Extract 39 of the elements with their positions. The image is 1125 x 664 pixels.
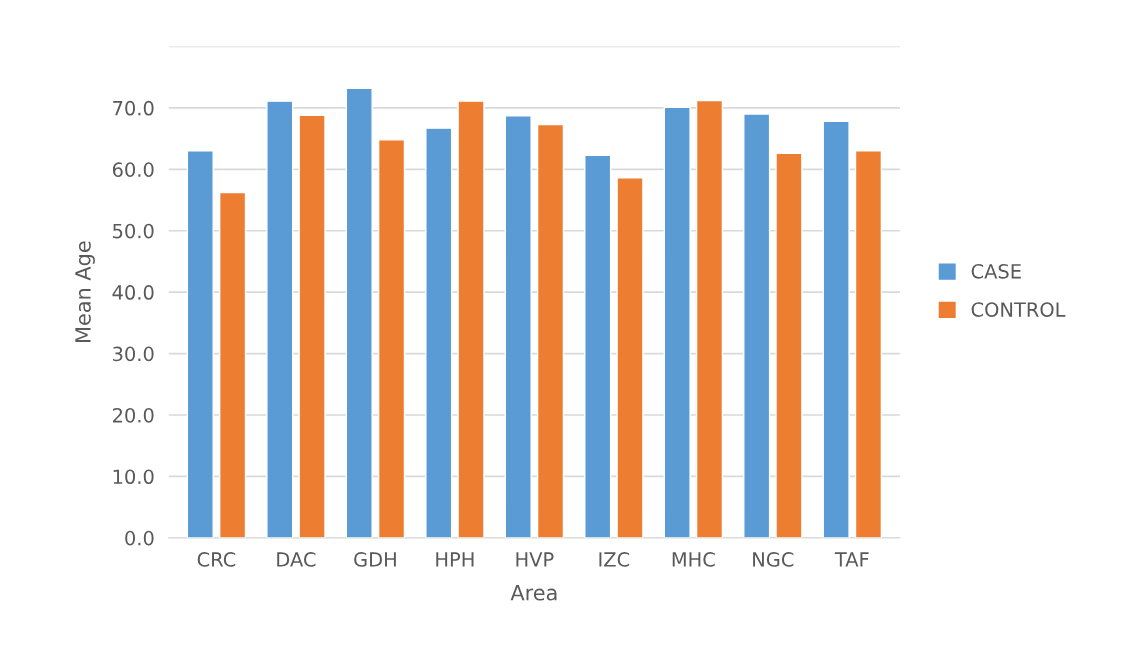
bar <box>663 106 691 538</box>
x-tick-label: GDH <box>354 552 396 567</box>
bar <box>377 139 406 538</box>
bar <box>218 191 247 538</box>
bar <box>457 100 485 538</box>
x-tick-label: TAF <box>834 552 869 567</box>
x-tick-label: DAC <box>277 552 316 567</box>
bar <box>616 177 644 538</box>
x-tick-label: IZC <box>599 552 630 567</box>
x-tick-label: CRC <box>197 552 236 567</box>
bar <box>536 123 565 538</box>
bar <box>695 99 724 538</box>
bar <box>822 120 850 538</box>
x-axis-title: Area <box>510 585 557 601</box>
bar <box>504 115 532 538</box>
legend-label: CONTROL <box>971 302 1066 317</box>
bar <box>186 150 214 538</box>
bar <box>425 127 453 538</box>
y-axis-title: Mean Age <box>75 241 95 342</box>
y-tick-label: 50.0 <box>113 223 154 239</box>
y-tick-label: 10.0 <box>113 469 154 485</box>
bar <box>298 114 326 538</box>
bar <box>266 100 294 538</box>
bar <box>584 154 612 538</box>
bar <box>854 150 883 538</box>
y-tick-label: 0.0 <box>125 530 154 546</box>
x-tick-label: HPH <box>436 552 474 567</box>
y-tick-label: 70.0 <box>113 100 154 116</box>
bar <box>743 113 771 538</box>
bar <box>775 152 803 538</box>
y-tick-label: 40.0 <box>112 285 154 300</box>
bar <box>345 87 373 538</box>
y-tick-label: 60.0 <box>112 162 154 177</box>
x-tick-label: HVP <box>516 552 554 567</box>
x-tick-label: NGC <box>753 552 794 567</box>
x-tick-label: MHC <box>672 552 715 567</box>
y-tick-label: 20.0 <box>112 407 154 423</box>
legend-label: CASE <box>971 263 1021 279</box>
y-tick-label: 30.0 <box>113 346 154 362</box>
